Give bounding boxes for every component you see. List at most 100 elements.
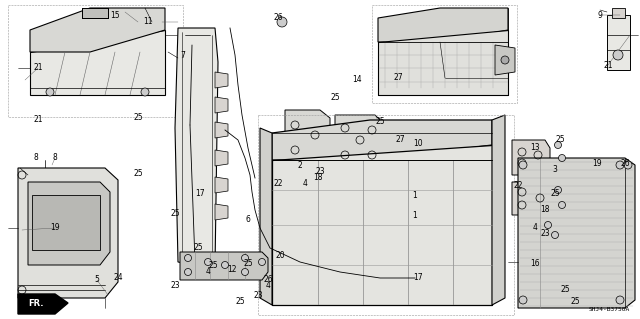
- Text: 15: 15: [110, 11, 120, 19]
- Text: 8: 8: [52, 153, 58, 162]
- Text: 22: 22: [273, 180, 283, 189]
- Text: 23: 23: [315, 167, 325, 176]
- Text: 5: 5: [95, 276, 99, 285]
- Text: 22: 22: [513, 181, 523, 189]
- Text: 17: 17: [413, 273, 423, 283]
- Circle shape: [259, 258, 266, 265]
- Text: 17: 17: [195, 189, 205, 197]
- Polygon shape: [492, 115, 505, 305]
- Text: 20: 20: [275, 251, 285, 261]
- Text: 13: 13: [530, 144, 540, 152]
- Polygon shape: [607, 15, 630, 70]
- Polygon shape: [18, 294, 68, 314]
- Polygon shape: [512, 182, 553, 215]
- Bar: [8, 5, 183, 117]
- Circle shape: [241, 255, 248, 262]
- Circle shape: [184, 255, 191, 262]
- Text: 3: 3: [552, 166, 557, 174]
- Text: 8: 8: [34, 152, 39, 161]
- Text: 23: 23: [540, 228, 550, 238]
- Polygon shape: [512, 140, 550, 175]
- Text: 25: 25: [235, 298, 245, 307]
- Circle shape: [552, 232, 559, 239]
- Bar: [32, 195, 100, 250]
- Polygon shape: [215, 177, 228, 193]
- Text: 25: 25: [560, 286, 570, 294]
- Circle shape: [221, 262, 228, 269]
- Text: 25: 25: [243, 259, 253, 269]
- Circle shape: [141, 88, 149, 96]
- Circle shape: [613, 50, 623, 60]
- Circle shape: [559, 202, 566, 209]
- Bar: [372, 5, 517, 103]
- Text: 21: 21: [604, 61, 612, 70]
- Polygon shape: [30, 30, 165, 95]
- Text: 25: 25: [170, 209, 180, 218]
- Text: 11: 11: [143, 18, 153, 26]
- Polygon shape: [285, 110, 330, 165]
- Circle shape: [46, 88, 54, 96]
- Polygon shape: [495, 45, 515, 75]
- Polygon shape: [335, 115, 382, 168]
- Polygon shape: [215, 204, 228, 220]
- Text: 12: 12: [227, 265, 237, 275]
- Text: SHJ4-B3750A: SHJ4-B3750A: [589, 307, 630, 312]
- Circle shape: [616, 296, 624, 304]
- Circle shape: [501, 56, 509, 64]
- Polygon shape: [378, 8, 508, 42]
- Text: 24: 24: [113, 273, 123, 283]
- Text: 26: 26: [620, 159, 630, 167]
- Polygon shape: [28, 182, 110, 265]
- Text: 19: 19: [50, 224, 60, 233]
- Polygon shape: [215, 150, 228, 166]
- Text: 18: 18: [540, 205, 550, 214]
- Circle shape: [184, 269, 191, 276]
- Circle shape: [624, 161, 632, 169]
- Circle shape: [241, 269, 248, 276]
- Circle shape: [277, 17, 287, 27]
- Text: 25: 25: [208, 261, 218, 270]
- Text: 2: 2: [298, 160, 302, 169]
- Polygon shape: [612, 8, 625, 18]
- Text: 16: 16: [530, 258, 540, 268]
- Text: 4: 4: [266, 281, 271, 291]
- Polygon shape: [18, 168, 118, 298]
- Text: 27: 27: [395, 136, 405, 145]
- Text: 4: 4: [532, 224, 538, 233]
- Text: 21: 21: [33, 115, 43, 124]
- Text: 10: 10: [413, 138, 423, 147]
- Polygon shape: [215, 122, 228, 138]
- Text: 25: 25: [133, 113, 143, 122]
- Circle shape: [519, 161, 527, 169]
- Text: 25: 25: [193, 243, 203, 253]
- Bar: [258, 115, 514, 315]
- Text: 25: 25: [375, 117, 385, 127]
- Polygon shape: [378, 30, 508, 95]
- Text: 23: 23: [170, 280, 180, 290]
- Text: 25: 25: [550, 189, 560, 197]
- Polygon shape: [272, 145, 492, 305]
- Polygon shape: [215, 72, 228, 88]
- Polygon shape: [175, 28, 218, 268]
- Text: 26: 26: [263, 276, 273, 285]
- Polygon shape: [272, 120, 492, 160]
- Text: 14: 14: [352, 76, 362, 85]
- Text: 26: 26: [273, 13, 283, 23]
- Text: 4: 4: [303, 179, 307, 188]
- Polygon shape: [82, 8, 108, 18]
- Text: 19: 19: [592, 160, 602, 168]
- Text: 27: 27: [393, 73, 403, 83]
- Text: 25: 25: [570, 298, 580, 307]
- Circle shape: [545, 221, 552, 228]
- Polygon shape: [518, 158, 635, 308]
- Polygon shape: [215, 97, 228, 113]
- Circle shape: [554, 142, 561, 149]
- Circle shape: [559, 154, 566, 161]
- Text: 6: 6: [246, 216, 250, 225]
- Text: 18: 18: [313, 174, 323, 182]
- Text: 25: 25: [133, 169, 143, 179]
- Polygon shape: [260, 128, 272, 305]
- Circle shape: [616, 161, 624, 169]
- Text: 1: 1: [413, 190, 417, 199]
- Text: 23: 23: [253, 292, 263, 300]
